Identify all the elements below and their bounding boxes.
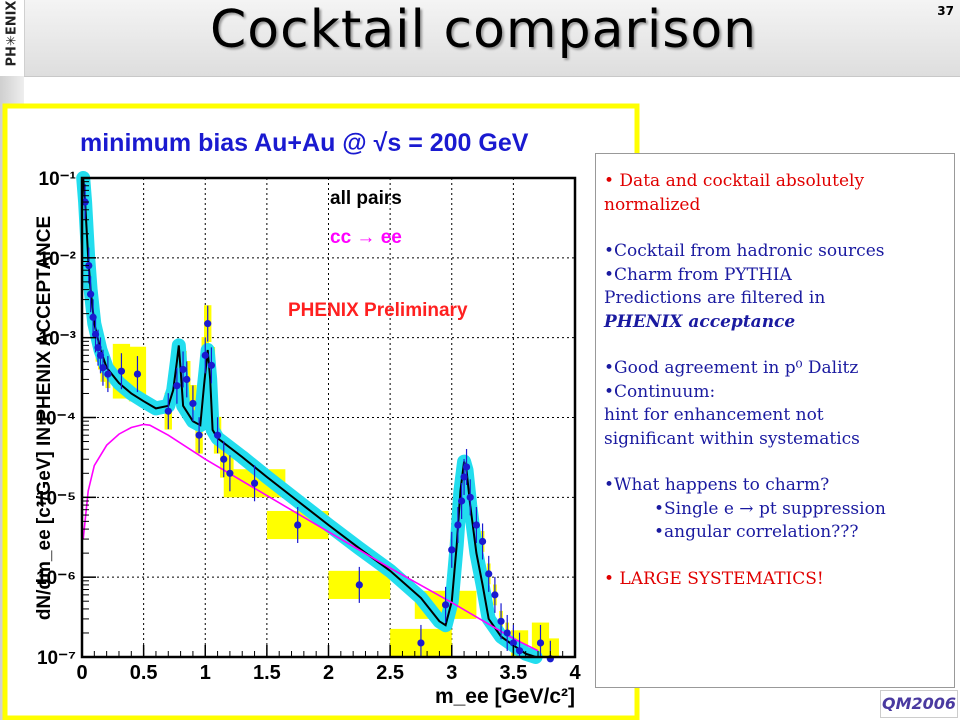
plot-frame xyxy=(2,103,640,720)
text-gap xyxy=(604,217,954,240)
text-line: •Good agreement in p⁰ Dalitz xyxy=(604,358,859,378)
text-line: PHENIX acceptance xyxy=(604,311,796,332)
data-point xyxy=(466,493,474,501)
text-line: •angular correlation??? xyxy=(654,522,859,542)
data-point xyxy=(173,382,181,390)
text-line: normalized xyxy=(604,194,701,215)
data-point xyxy=(454,521,462,529)
y-tick-label: 10⁻² xyxy=(39,249,77,270)
data-point xyxy=(104,370,112,378)
y-axis-label: dN/dm_ee [c²/GeV] IN PHENIX ACCEPTANCE xyxy=(34,216,55,620)
y-tick-label: 10⁻⁴ xyxy=(35,409,76,430)
data-point xyxy=(89,313,97,321)
chart-title: minimum bias Au+Au @ √s = 200 GeV xyxy=(80,129,529,157)
data-point xyxy=(515,647,524,655)
data-point xyxy=(220,455,228,463)
x-tick-label: 4 xyxy=(569,662,581,684)
data-point xyxy=(441,601,450,609)
data-point xyxy=(491,591,499,599)
text-line: •Charm from PYTHIA xyxy=(604,264,792,285)
phenix-logo: PH✳ENIX xyxy=(0,0,25,76)
x-tick-label: 2.5 xyxy=(376,662,404,684)
data-point xyxy=(485,570,493,578)
x-axis-label: m_ee [GeV/c²] xyxy=(435,685,575,708)
data-point xyxy=(497,617,505,625)
data-point xyxy=(355,581,363,589)
text-gap xyxy=(604,451,954,474)
data-point xyxy=(87,290,95,298)
data-point xyxy=(94,344,102,352)
data-point xyxy=(509,639,517,647)
data-point xyxy=(294,521,302,529)
text-line: significant within systematics xyxy=(604,428,860,449)
data-point xyxy=(250,479,259,487)
text-line: •What happens to charm? xyxy=(604,475,830,495)
charm-line xyxy=(82,423,539,652)
data-point xyxy=(201,351,209,359)
text-line: •Continuum: xyxy=(604,381,716,402)
data-point xyxy=(460,473,468,481)
data-point xyxy=(213,431,222,439)
data-point xyxy=(99,364,107,372)
page-number: 37 xyxy=(937,4,954,18)
y-tick-label: 10⁻⁵ xyxy=(36,488,76,509)
data-point xyxy=(207,361,216,369)
x-tick-label: 3.5 xyxy=(499,662,527,684)
data-point xyxy=(478,537,487,546)
notes-textbox: • Data and cocktail absolutely normalized… xyxy=(595,153,955,688)
text-line: •Single e → pt suppression xyxy=(654,498,886,519)
data-point xyxy=(226,469,234,477)
text-line: • Data and cocktail absolutely xyxy=(604,171,865,191)
data-point xyxy=(448,546,456,554)
data-point xyxy=(458,497,466,505)
x-tick-label: 1 xyxy=(200,662,211,684)
legend-all-pairs: all pairs xyxy=(330,188,402,209)
title-bar xyxy=(0,0,960,77)
y-tick-label: 10⁻¹ xyxy=(39,169,77,190)
conference-logo: QM2006 xyxy=(880,690,958,718)
data-point xyxy=(183,375,191,384)
data-point xyxy=(536,639,545,647)
data-point xyxy=(117,367,126,375)
text-line: •Cocktail from hadronic sources xyxy=(604,241,885,261)
legend-charm: cc → ee xyxy=(330,227,402,248)
preliminary-label: PHENIX Preliminary xyxy=(288,300,468,321)
text-line: • LARGE SYSTEMATICS! xyxy=(604,568,824,589)
data-point xyxy=(91,330,100,338)
data-point xyxy=(462,463,471,471)
x-tick-label: 0.5 xyxy=(130,662,158,684)
x-tick-label: 2 xyxy=(323,662,334,684)
slide-title: Cocktail comparison xyxy=(210,0,758,60)
data-point xyxy=(96,351,105,359)
data-point xyxy=(503,629,511,637)
text-gap xyxy=(604,334,954,357)
data-point xyxy=(189,399,197,408)
x-tick-label: 1.5 xyxy=(253,662,281,684)
text-gap xyxy=(604,545,954,568)
data-point xyxy=(179,365,187,374)
x-tick-label: 0 xyxy=(76,662,87,684)
data-point xyxy=(204,320,212,328)
data-point xyxy=(133,370,142,378)
y-tick-label: 10⁻⁷ xyxy=(37,648,76,669)
data-point xyxy=(472,521,480,529)
x-tick-label: 3 xyxy=(446,662,457,684)
text-line: Predictions are filtered in xyxy=(604,288,826,308)
y-tick-label: 10⁻⁶ xyxy=(36,568,76,589)
text-line: hint for enhancement not xyxy=(604,405,824,425)
data-point xyxy=(164,407,172,415)
data-point xyxy=(417,639,425,647)
data-point xyxy=(195,431,203,439)
y-tick-label: 10⁻³ xyxy=(39,329,77,350)
